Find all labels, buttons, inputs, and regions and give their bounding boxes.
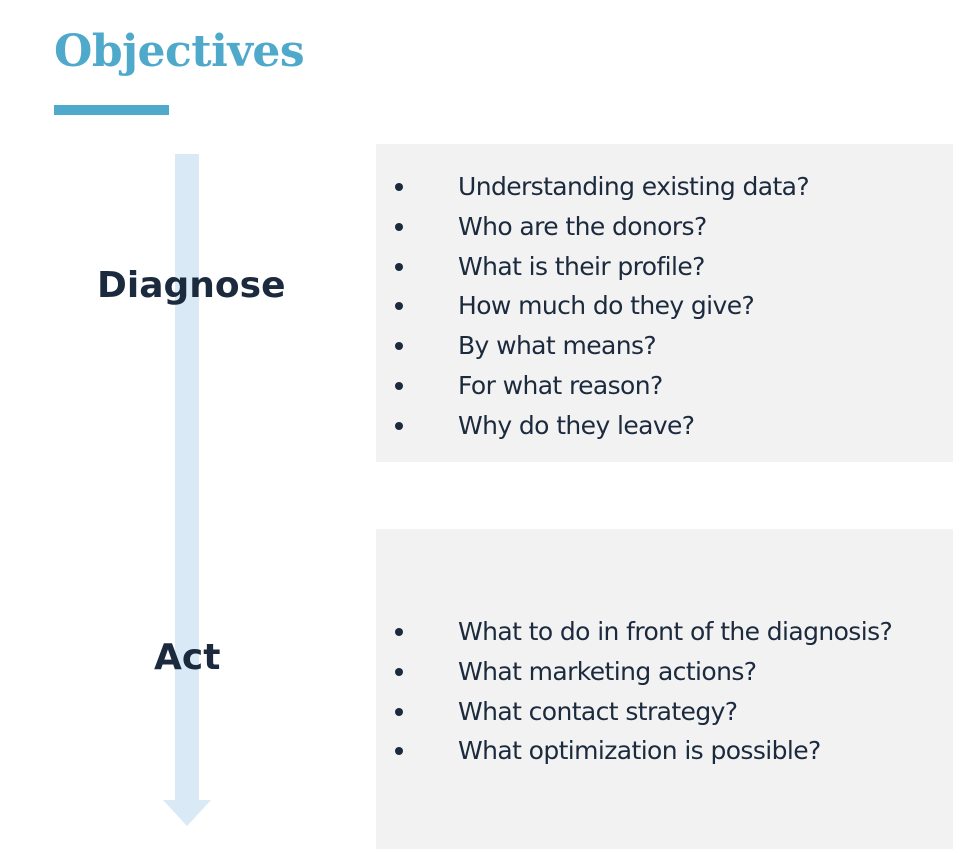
bullet-icon bbox=[395, 342, 403, 351]
list-item-text: What is their profile? bbox=[458, 251, 705, 281]
list-item-text: For what reason? bbox=[458, 370, 663, 400]
list-item-text: Understanding existing data? bbox=[458, 172, 810, 201]
list-item-text: By what means? bbox=[458, 331, 657, 361]
list-item-text: What contact strategy? bbox=[458, 696, 738, 726]
bullet-icon bbox=[395, 302, 403, 311]
bullet-icon bbox=[395, 183, 403, 191]
title-underline bbox=[54, 105, 169, 115]
bullet-icon bbox=[395, 667, 403, 676]
bullet-icon bbox=[395, 628, 403, 636]
bullet-icon bbox=[395, 707, 403, 716]
list-item-text: What optimization is possible? bbox=[458, 736, 821, 766]
phase-label-act: Act bbox=[154, 637, 221, 678]
phase-label-diagnose: Diagnose bbox=[97, 265, 286, 306]
down-arrow-icon bbox=[163, 154, 211, 826]
list-item-text: Why do they leave? bbox=[458, 410, 695, 440]
bullet-icon bbox=[395, 222, 403, 231]
list-item-text: How much do they give? bbox=[458, 291, 755, 321]
bullet-icon bbox=[395, 747, 403, 756]
slide-title: Objectives bbox=[54, 26, 305, 77]
list-item-text: What to do in front of the diagnosis? bbox=[458, 617, 893, 646]
list-item-text: Who are the donors? bbox=[458, 211, 707, 241]
bullet-icon bbox=[395, 381, 403, 390]
list-item-text: What marketing actions? bbox=[458, 656, 757, 686]
act-panel: What to do in front of the diagnosis? Wh… bbox=[376, 529, 953, 849]
bullet-icon bbox=[395, 262, 403, 271]
bullet-icon bbox=[395, 421, 403, 430]
diagnose-panel: Understanding existing data? Who are the… bbox=[376, 144, 953, 462]
